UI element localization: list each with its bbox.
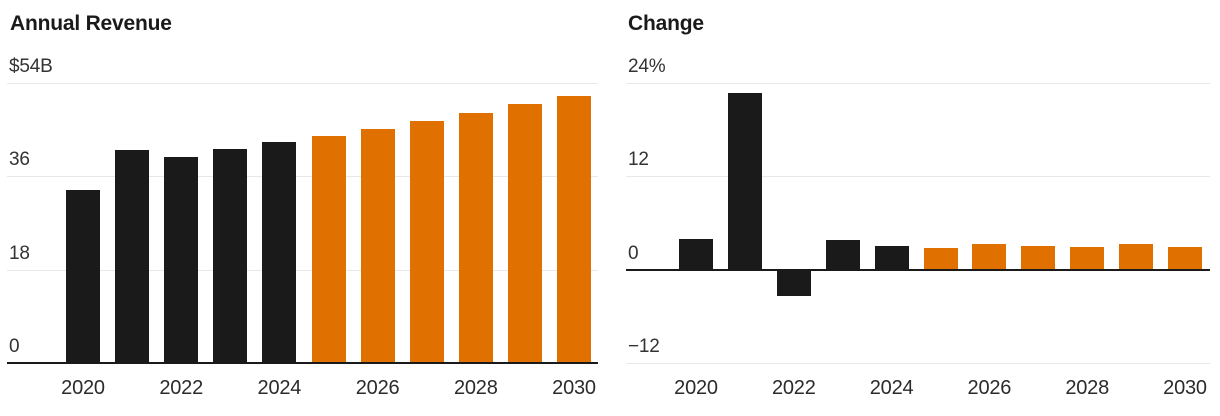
x-tick-label-2026: 2026 bbox=[967, 377, 1012, 399]
bar-2026 bbox=[360, 129, 395, 363]
change-chart-title: Change bbox=[628, 12, 704, 35]
zero-axis-line bbox=[7, 362, 598, 364]
change-chart-panel: Change −12 0 12 24% 2020 2022 2024 2026 2028 2030 bbox=[626, 0, 1220, 416]
x-tick-label-2022: 2022 bbox=[771, 377, 816, 399]
gridline-36 bbox=[7, 176, 598, 178]
bar-2022 bbox=[776, 270, 811, 297]
x-tick-label-2022: 2022 bbox=[159, 377, 204, 399]
bar-2027 bbox=[1021, 245, 1056, 270]
y-tick-label-12: 12 bbox=[628, 149, 649, 171]
annual-revenue-chart-panel: Annual Revenue 0 18 36 $54B 2020 2022 2024 2026… bbox=[0, 0, 600, 416]
bar-2022 bbox=[164, 157, 199, 363]
x-tick-label-2028: 2028 bbox=[453, 377, 498, 399]
y-tick-label-18: 18 bbox=[9, 242, 30, 264]
x-tick-label-2024: 2024 bbox=[257, 377, 302, 399]
bar-2030 bbox=[557, 96, 591, 363]
gridline-12 bbox=[626, 176, 1210, 178]
x-tick-label-2024: 2024 bbox=[869, 377, 914, 399]
annual-revenue-plot-area: 0 18 36 $54B 2020 2022 2024 2026 2028 2030 bbox=[7, 56, 598, 399]
bar-2021 bbox=[115, 149, 150, 363]
bar-2023 bbox=[213, 148, 248, 363]
x-tick-label-2030: 2030 bbox=[552, 377, 596, 399]
y-tick-label-36: 36 bbox=[9, 149, 30, 171]
bar-2028 bbox=[458, 113, 493, 363]
bar-2024 bbox=[874, 245, 909, 270]
bar-2021 bbox=[727, 93, 762, 270]
y-tick-label-0: 0 bbox=[628, 242, 639, 264]
bar-2026 bbox=[972, 244, 1007, 270]
y-tick-label-24: 24% bbox=[628, 56, 666, 77]
x-tick-label-2026: 2026 bbox=[355, 377, 400, 399]
gridline--12 bbox=[626, 363, 1210, 364]
y-tick-label-54: $54B bbox=[9, 56, 53, 77]
bar-2024 bbox=[262, 142, 297, 363]
x-tick-label-2020: 2020 bbox=[61, 377, 105, 399]
gridline-54 bbox=[7, 83, 598, 84]
bar-2020 bbox=[66, 190, 100, 363]
x-tick-label-2030: 2030 bbox=[1163, 377, 1207, 399]
zero-axis-line bbox=[626, 268, 1210, 271]
bar-2025 bbox=[923, 247, 958, 270]
x-tick-label-2020: 2020 bbox=[674, 377, 718, 399]
annual-revenue-chart-title: Annual Revenue bbox=[10, 12, 172, 35]
bar-2023 bbox=[825, 240, 860, 270]
gridline-18 bbox=[7, 269, 598, 271]
bar-2030 bbox=[1168, 247, 1202, 270]
gridline-24 bbox=[626, 83, 1210, 84]
bar-2020 bbox=[679, 238, 713, 270]
y-tick-label-0: 0 bbox=[9, 336, 20, 357]
bar-2028 bbox=[1070, 247, 1105, 270]
x-tick-label-2028: 2028 bbox=[1065, 377, 1110, 399]
bar-2029 bbox=[1119, 244, 1154, 270]
y-tick-label--12: −12 bbox=[628, 336, 660, 357]
bar-2027 bbox=[409, 120, 444, 363]
change-plot-area: −12 0 12 24% 2020 2022 2024 2026 2028 2030 bbox=[626, 56, 1210, 399]
bar-2029 bbox=[507, 103, 542, 363]
bar-2025 bbox=[311, 135, 346, 363]
